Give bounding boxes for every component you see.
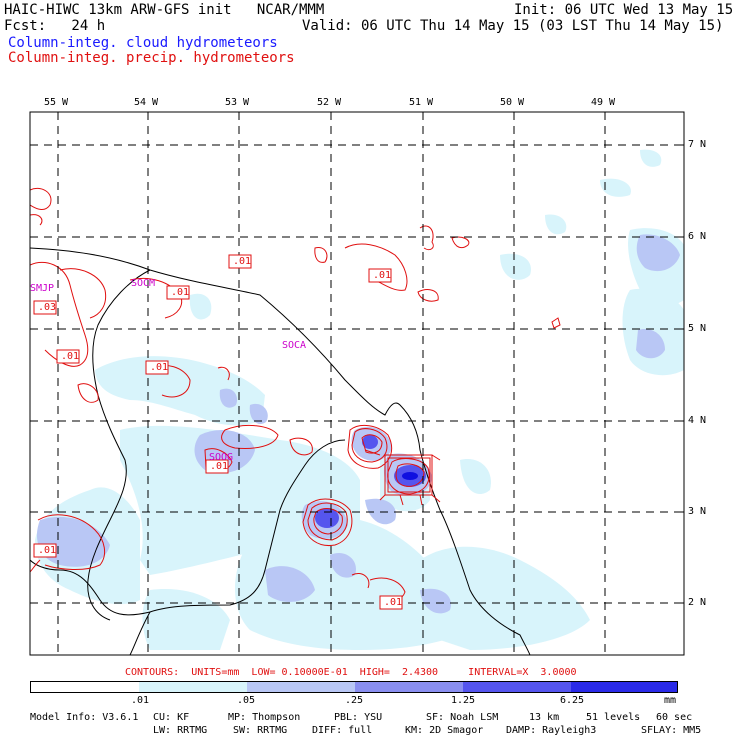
legend-label: .05 <box>237 695 256 706</box>
contour-label: .01 <box>38 545 57 556</box>
precip-contours <box>30 187 561 601</box>
lat-label: 5 N <box>688 323 707 334</box>
footer-cu: CU: KF <box>153 712 190 723</box>
footer-diff: DIFF: full <box>312 725 373 736</box>
lat-label: 7 N <box>688 139 707 150</box>
lat-label: 2 N <box>688 597 707 608</box>
model-title: HAIC-HIWC 13km ARW-GFS init NCAR/MMM <box>4 2 325 18</box>
lat-label: 6 N <box>688 231 707 242</box>
footer-km: KM: 2D Smagor <box>405 725 484 736</box>
legend-swatch <box>355 682 463 692</box>
contour-label: .01 <box>373 270 392 281</box>
lat-label: 3 N <box>688 506 707 517</box>
lon-label: 52 W <box>317 97 342 108</box>
footer-damp: DAMP: Rayleigh3 <box>506 725 597 736</box>
contour-label: .01 <box>171 287 190 298</box>
contour-label: .01 <box>210 461 229 472</box>
contours-info: CONTOURS: UNITS=mm LOW= 0.10000E-01 HIGH… <box>125 667 577 678</box>
station-label: SMJP <box>30 283 55 294</box>
color-legend <box>30 681 678 693</box>
contour-label: .03 <box>38 302 57 313</box>
contour-label: .01 <box>61 351 80 362</box>
field-precip-label: Column-integ. precip. hydrometeors <box>8 50 295 66</box>
lon-label: 50 W <box>500 97 525 108</box>
footer-timestep: 60 sec <box>656 712 693 723</box>
legend-swatch <box>571 682 677 692</box>
footer-pbl: PBL: YSU <box>334 712 383 723</box>
footer-sf: SF: Noah LSM <box>426 712 499 723</box>
field-cloud-label: Column-integ. cloud hydrometeors <box>8 35 278 51</box>
contour-label: .01 <box>384 597 403 608</box>
legend-label: 6.25 <box>560 695 585 706</box>
lon-label: 49 W <box>591 97 616 108</box>
station-label: SOCA <box>282 340 307 351</box>
legend-units: mm <box>664 695 677 706</box>
lon-label: 54 W <box>134 97 159 108</box>
cloud-medium-regions <box>36 234 680 614</box>
coastlines-borders <box>30 247 531 655</box>
legend-label: .01 <box>131 695 150 706</box>
valid-time: Valid: 06 UTC Thu 14 May 15 (03 LST Thu … <box>302 18 724 34</box>
contour-label: .01 <box>150 362 169 373</box>
map-frame <box>29 111 685 656</box>
footer-model-info: Model Info: V3.6.1 <box>30 712 139 723</box>
legend-label: .25 <box>345 695 364 706</box>
footer-resolution: 13 km <box>529 712 560 723</box>
contour-label-boxes <box>33 254 403 610</box>
map-ticks <box>57 112 684 604</box>
footer-sw: SW: RRTMG <box>233 725 288 736</box>
legend-swatch <box>31 682 139 692</box>
station-label: SOCM <box>131 278 156 289</box>
init-time: Init: 06 UTC Wed 13 May 15 <box>514 2 734 18</box>
forecast-hour: Fcst: 24 h <box>4 18 106 34</box>
contour-label: .01 <box>233 256 252 267</box>
footer-lw: LW: RRTMG <box>153 725 208 736</box>
footer-sflay: SFLAY: MM5 <box>641 725 702 736</box>
legend-label: 1.25 <box>451 695 476 706</box>
legend-swatch <box>247 682 355 692</box>
cloud-peak-region <box>402 472 418 480</box>
legend-swatch <box>463 682 571 692</box>
cloud-light-regions <box>35 149 684 650</box>
footer-levels: 51 levels <box>586 712 641 723</box>
lon-label: 51 W <box>409 97 434 108</box>
station-label: SOOG <box>209 452 234 463</box>
lon-label: 55 W <box>44 97 69 108</box>
legend-swatch <box>139 682 247 692</box>
footer-mp: MP: Thompson <box>228 712 301 723</box>
lat-lon-grid <box>30 112 684 655</box>
lon-label: 53 W <box>225 97 250 108</box>
lat-label: 4 N <box>688 415 707 426</box>
